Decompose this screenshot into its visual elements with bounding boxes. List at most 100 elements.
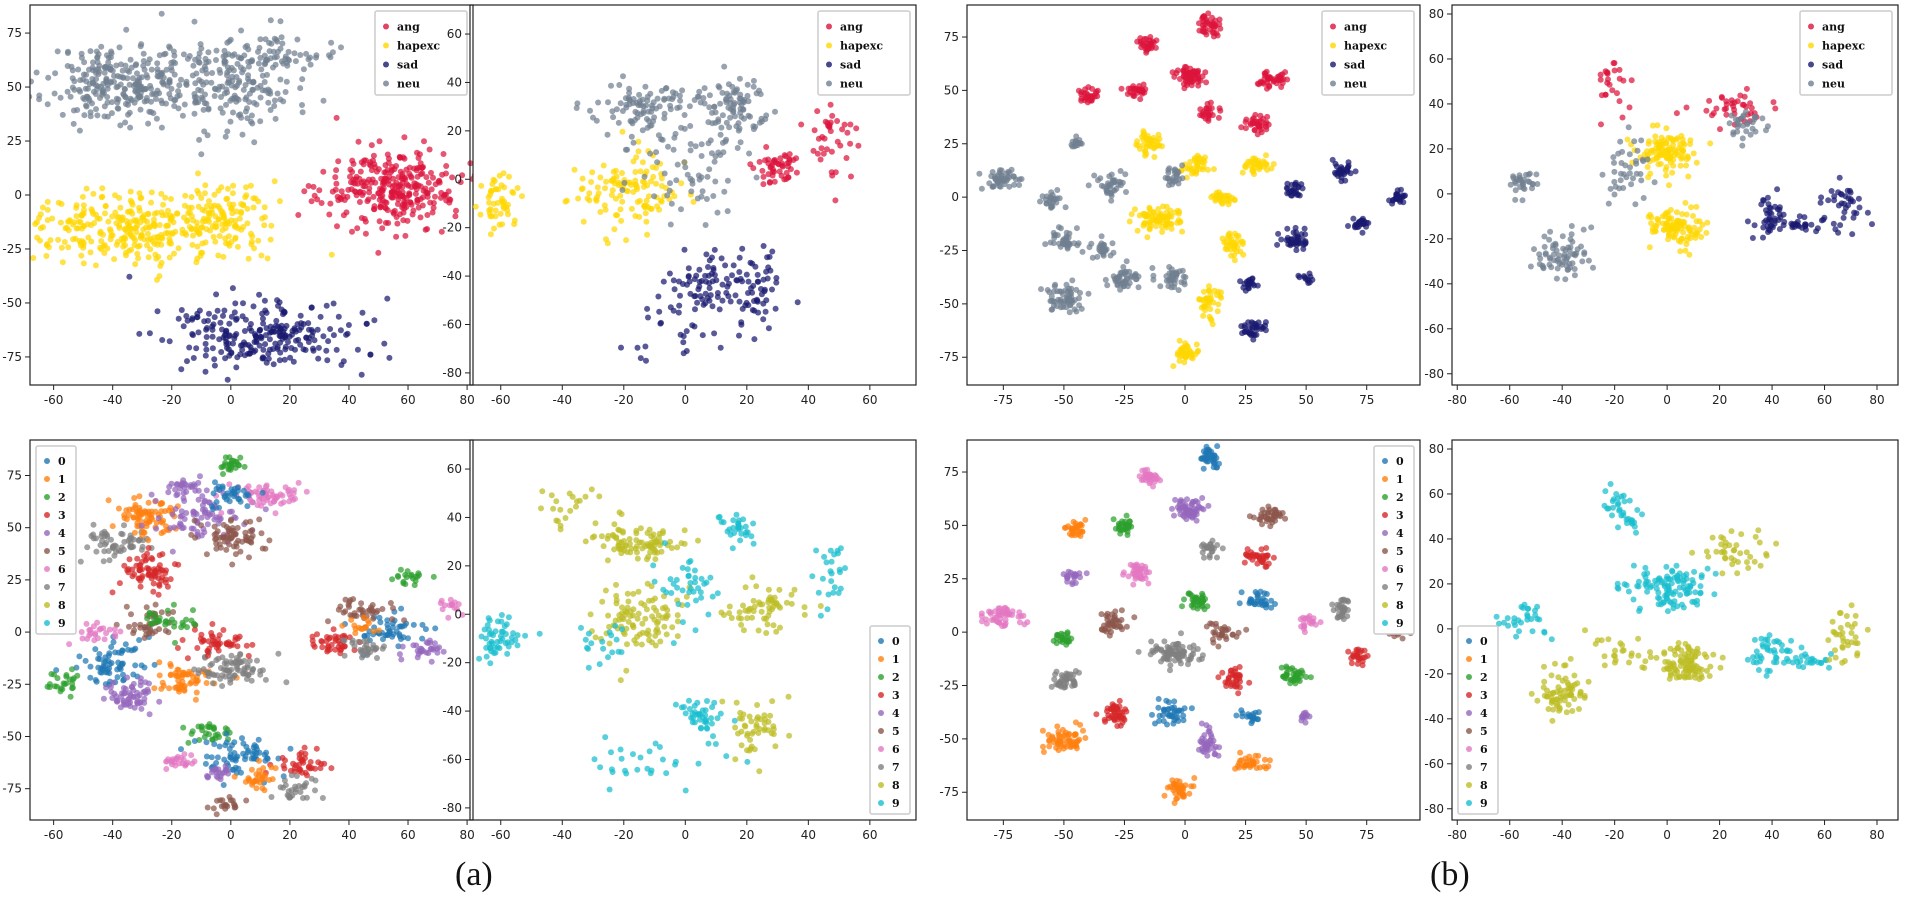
scatter-point [1646, 244, 1653, 251]
scatter-point [1165, 169, 1172, 176]
scatter-point [121, 515, 128, 521]
scatter-cluster-14 [174, 621, 256, 662]
scatter-point [205, 58, 212, 65]
scatter-point [240, 224, 247, 230]
scatter-point [80, 244, 87, 251]
scatter-point [1208, 295, 1214, 302]
scatter-point [420, 187, 427, 194]
scatter-point [93, 548, 100, 555]
scatter-point [1796, 213, 1803, 220]
y-tick-label: 60 [1429, 52, 1444, 66]
scatter-point [83, 93, 90, 100]
scatter-point [754, 271, 761, 278]
legend-marker [383, 61, 389, 68]
scatter-point [710, 193, 717, 199]
scatter-point [1228, 239, 1235, 246]
scatter-point [399, 184, 406, 191]
scatter-point [357, 168, 364, 175]
scatter-point [272, 328, 278, 335]
legend-marker [383, 42, 389, 49]
scatter-point [428, 186, 435, 193]
scatter-point [167, 238, 174, 245]
scatter-point [717, 344, 724, 351]
scatter-point [841, 121, 848, 128]
scatter-point [622, 146, 629, 153]
scatter-point [314, 326, 321, 333]
scatter-point [1693, 203, 1700, 210]
scatter-point [645, 118, 652, 124]
scatter-cluster-10 [1817, 174, 1875, 238]
y-tick-label: 60 [447, 27, 462, 41]
scatter-point [258, 530, 265, 537]
scatter-point [491, 178, 498, 184]
scatter-point [1626, 151, 1633, 158]
scatter-point [360, 161, 367, 168]
scatter-point [1141, 148, 1148, 155]
scatter-point [200, 106, 207, 113]
scatter-point [1685, 173, 1692, 180]
scatter-point [114, 214, 121, 221]
legend-label: hapexc [1822, 40, 1865, 53]
scatter-point [119, 67, 126, 74]
scatter-point [174, 645, 181, 651]
scatter-point [271, 103, 278, 109]
scatter-point [1209, 14, 1215, 21]
scatter-point [1625, 124, 1632, 131]
scatter-cluster-4 [188, 516, 273, 568]
scatter-point [214, 307, 221, 314]
scatter-point [1628, 181, 1635, 188]
scatter-point [343, 331, 350, 338]
scatter-point [265, 90, 272, 96]
scatter-point [226, 320, 233, 327]
scatter-point [100, 695, 107, 702]
scatter-point [390, 175, 397, 182]
scatter-point [619, 187, 626, 193]
scatter-point [59, 259, 66, 266]
scatter-point [195, 228, 202, 235]
scatter-point [229, 561, 236, 568]
scatter-point [1512, 187, 1519, 194]
scatter-point [206, 198, 212, 205]
scatter-point [181, 498, 188, 504]
scatter-point [436, 179, 443, 186]
scatter-point [131, 704, 138, 711]
scatter-point [1202, 303, 1209, 310]
scatter-point [1048, 203, 1055, 210]
scatter-point [113, 693, 120, 700]
scatter-point [231, 489, 238, 496]
scatter-point [722, 262, 729, 269]
scatter-point [701, 85, 708, 92]
scatter-point [172, 505, 179, 512]
scatter-point [204, 669, 211, 676]
scatter-point [243, 184, 249, 191]
scatter-point [1235, 233, 1242, 239]
scatter-point [636, 197, 643, 204]
scatter-point [724, 177, 731, 184]
scatter-point [1122, 171, 1129, 178]
scatter-point [219, 83, 226, 90]
scatter-point [1568, 223, 1575, 229]
scatter-point [280, 98, 287, 105]
scatter-point [453, 207, 459, 214]
scatter-point [1743, 85, 1750, 92]
scatter-point [765, 160, 772, 167]
scatter-point [1360, 221, 1367, 227]
scatter-point [443, 163, 450, 169]
scatter-point [222, 133, 229, 140]
scatter-point [1195, 82, 1202, 89]
scatter-point [100, 231, 106, 238]
scatter-point [1261, 75, 1268, 82]
scatter-point [406, 190, 413, 197]
scatter-point [354, 346, 361, 353]
scatter-point [382, 162, 389, 169]
scatter-point [718, 124, 725, 131]
x-tick-label: -80 [1447, 393, 1467, 407]
legend-label: hapexc [1344, 40, 1387, 53]
scatter-point [765, 325, 772, 332]
scatter-point [77, 77, 84, 84]
scatter-point [1255, 319, 1262, 326]
scatter-cluster-0 [472, 170, 525, 238]
scatter-cluster-9 [618, 277, 758, 364]
scatter-point [687, 147, 694, 154]
scatter-point [209, 70, 216, 76]
